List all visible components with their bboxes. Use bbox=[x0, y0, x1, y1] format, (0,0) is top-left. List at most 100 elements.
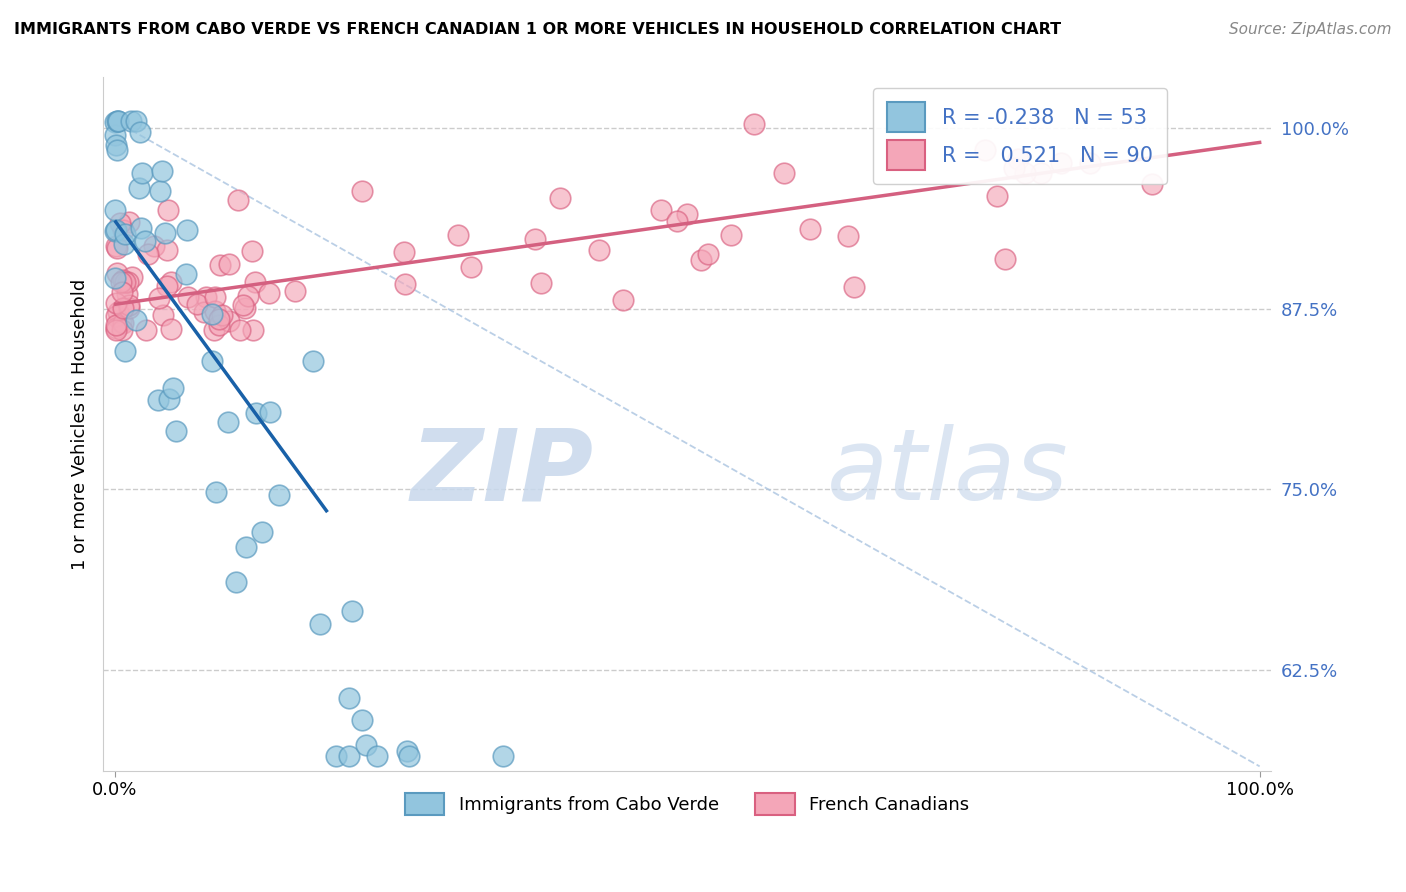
Point bbox=[259, 405, 281, 419]
Point bbox=[176, 223, 198, 237]
Point bbox=[1007, 152, 1029, 166]
Point bbox=[149, 184, 172, 198]
Point bbox=[612, 293, 634, 308]
Point bbox=[697, 247, 720, 261]
Point bbox=[157, 392, 180, 406]
Point bbox=[112, 301, 135, 315]
Point bbox=[160, 275, 183, 289]
Text: Source: ZipAtlas.com: Source: ZipAtlas.com bbox=[1229, 22, 1392, 37]
Point bbox=[974, 143, 997, 157]
Point bbox=[105, 143, 128, 157]
Point bbox=[236, 289, 259, 303]
Point bbox=[392, 244, 415, 259]
Point bbox=[588, 244, 610, 258]
Point bbox=[720, 227, 742, 242]
Point bbox=[104, 128, 127, 142]
Point bbox=[118, 298, 141, 312]
Point bbox=[115, 287, 138, 301]
Point bbox=[337, 749, 360, 764]
Text: IMMIGRANTS FROM CABO VERDE VS FRENCH CANADIAN 1 OR MORE VEHICLES IN HOUSEHOLD CO: IMMIGRANTS FROM CABO VERDE VS FRENCH CAN… bbox=[14, 22, 1062, 37]
Point bbox=[114, 344, 136, 359]
Point bbox=[204, 304, 226, 318]
Point bbox=[124, 113, 146, 128]
Point bbox=[302, 354, 325, 368]
Point bbox=[131, 166, 153, 180]
Point bbox=[650, 202, 672, 217]
Point bbox=[993, 252, 1015, 267]
Point bbox=[460, 260, 482, 274]
Point bbox=[773, 165, 796, 179]
Point bbox=[128, 125, 150, 139]
Point bbox=[309, 617, 332, 632]
Point bbox=[228, 194, 250, 208]
Point bbox=[195, 289, 218, 303]
Point bbox=[986, 189, 1008, 203]
Point bbox=[107, 266, 129, 280]
Point bbox=[201, 307, 224, 321]
Point bbox=[193, 304, 215, 318]
Point bbox=[211, 308, 233, 322]
Point bbox=[110, 275, 132, 289]
Point bbox=[134, 234, 156, 248]
Point bbox=[111, 285, 134, 300]
Point bbox=[240, 244, 263, 259]
Point bbox=[204, 290, 226, 304]
Point bbox=[366, 749, 388, 764]
Point bbox=[176, 290, 198, 304]
Point bbox=[165, 424, 187, 438]
Point bbox=[235, 541, 257, 555]
Point bbox=[242, 323, 264, 337]
Point bbox=[394, 277, 416, 291]
Point bbox=[118, 215, 141, 229]
Point bbox=[121, 270, 143, 285]
Point bbox=[107, 241, 129, 255]
Point bbox=[104, 202, 127, 217]
Point bbox=[1049, 155, 1071, 169]
Point bbox=[105, 137, 128, 152]
Point bbox=[104, 318, 127, 332]
Point bbox=[352, 713, 374, 727]
Point bbox=[117, 275, 139, 289]
Point bbox=[1002, 161, 1025, 175]
Point bbox=[284, 284, 307, 298]
Point bbox=[350, 185, 373, 199]
Point bbox=[202, 323, 225, 337]
Point bbox=[159, 322, 181, 336]
Point bbox=[218, 257, 240, 271]
Point bbox=[250, 524, 273, 539]
Y-axis label: 1 or more Vehicles in Household: 1 or more Vehicles in Household bbox=[72, 278, 89, 570]
Point bbox=[174, 267, 197, 281]
Text: atlas: atlas bbox=[827, 424, 1069, 521]
Point bbox=[155, 226, 177, 240]
Point bbox=[530, 276, 553, 290]
Point bbox=[550, 191, 572, 205]
Point bbox=[447, 227, 470, 242]
Point bbox=[129, 221, 152, 235]
Point bbox=[114, 275, 136, 289]
Point bbox=[342, 604, 364, 618]
Point bbox=[201, 354, 224, 368]
Point bbox=[125, 313, 148, 327]
Point bbox=[112, 273, 135, 287]
Point bbox=[337, 691, 360, 706]
Point bbox=[492, 749, 515, 764]
Point bbox=[107, 113, 129, 128]
Point bbox=[135, 323, 157, 337]
Legend: Immigrants from Cabo Verde, French Canadians: Immigrants from Cabo Verde, French Canad… bbox=[395, 784, 979, 824]
Point bbox=[120, 113, 142, 128]
Point bbox=[104, 309, 127, 323]
Point bbox=[111, 323, 134, 337]
Point bbox=[162, 381, 184, 395]
Point bbox=[104, 115, 127, 129]
Point bbox=[1014, 166, 1036, 180]
Point bbox=[110, 314, 132, 328]
Point bbox=[1140, 177, 1163, 191]
Point bbox=[112, 222, 135, 236]
Point bbox=[235, 301, 257, 315]
Point bbox=[744, 117, 766, 131]
Point bbox=[112, 316, 135, 330]
Point bbox=[1078, 155, 1101, 169]
Point bbox=[217, 415, 239, 429]
Point bbox=[257, 286, 280, 301]
Point bbox=[156, 278, 179, 293]
